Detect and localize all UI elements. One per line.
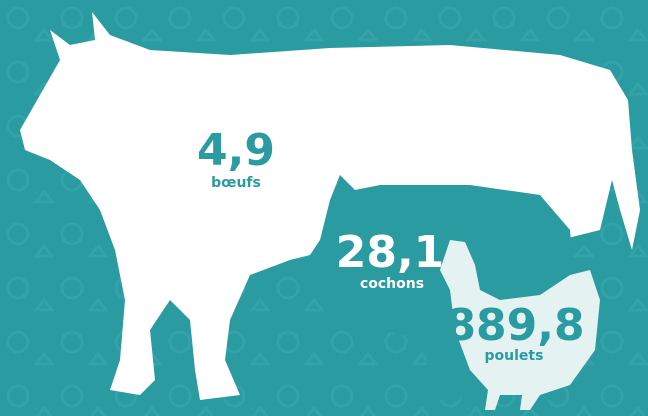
cattle-count: 4,9 — [197, 125, 275, 176]
page: {"items": [ {"value": "4,9", "label": "b… — [0, 0, 648, 416]
infographic: 4,9 bœufs 28,1 cochons 889,8 poulets — [0, 0, 648, 416]
pig-label: cochons — [360, 276, 424, 292]
pig-count: 28,1 — [336, 227, 445, 278]
chicken-label: poulets — [485, 348, 544, 364]
chicken-count: 889,8 — [445, 300, 584, 351]
cattle-label: bœufs — [211, 175, 261, 191]
